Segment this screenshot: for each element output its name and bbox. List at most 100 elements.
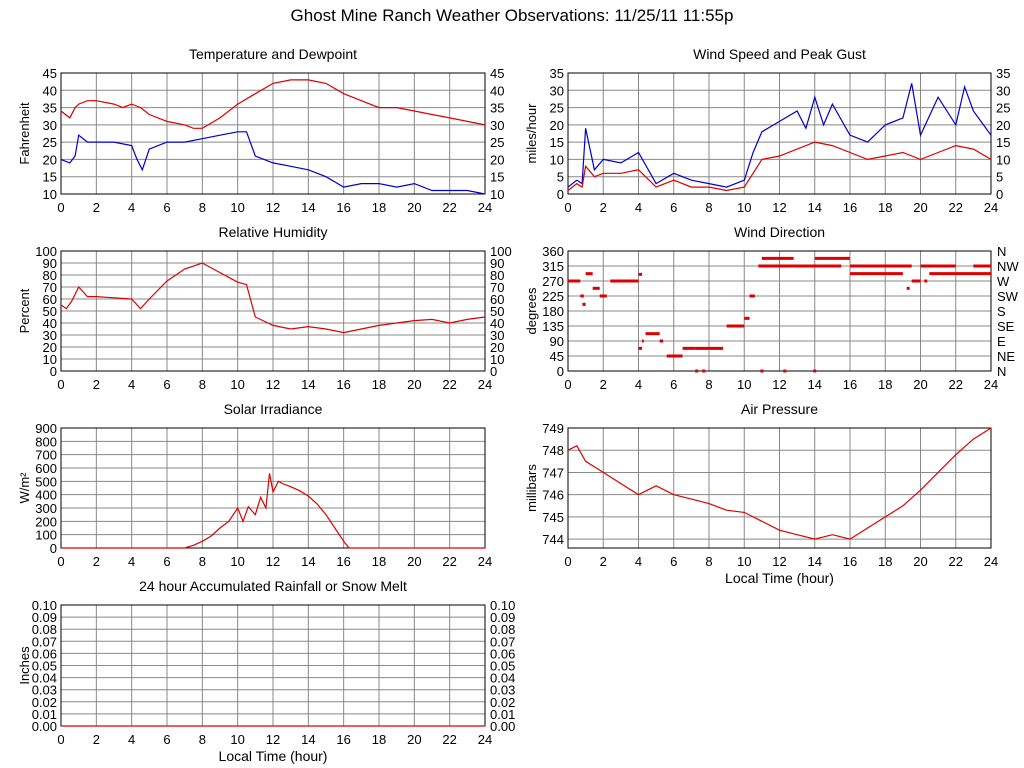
y-tick-label-right: 25 [996,101,1010,116]
y-tick-label: 15 [43,170,57,185]
chart-title: Solar Irradiance [224,401,323,417]
x-tick-label: 22 [949,554,963,569]
x-tick-label: 10 [230,732,244,747]
x-tick-label: 22 [442,200,456,215]
direction-point [783,369,787,373]
y-tick-label: 800 [35,434,57,449]
y-tick-label-right: 0.01 [490,707,515,722]
direction-point [702,369,706,373]
x-tick-label: 2 [93,554,100,569]
y-tick-label: 200 [35,514,57,529]
compass-tick-label: N [997,244,1006,259]
series-line [60,262,486,334]
y-tick-label: 500 [35,474,57,489]
x-tick-label: 10 [230,377,244,392]
y-tick-label: 0.03 [32,683,57,698]
x-tick-label: 20 [913,200,927,215]
x-tick-label: 8 [199,377,206,392]
x-tick-label: 14 [301,732,315,747]
y-tick-label-right: 10 [996,152,1010,167]
y-tick-label: 25 [43,135,57,150]
compass-tick-label: SW [997,289,1019,304]
y-tick-label-right: 20 [996,118,1010,133]
x-tick-label: 8 [199,732,206,747]
y-tick-label: 135 [542,319,564,334]
chart-title: Wind Speed and Peak Gust [693,46,866,62]
x-tick-label: 18 [372,377,386,392]
x-tick-label: 12 [266,554,280,569]
x-tick-label: 24 [984,200,998,215]
x-tick-label: 16 [336,732,350,747]
y-tick-label-right: 0.08 [490,622,515,637]
y-axis-label: Inches [17,646,32,685]
y-tick-label: 80 [43,268,57,283]
y-tick-label-right: 0 [490,364,497,379]
x-tick-label: 22 [949,200,963,215]
y-tick-label-right: 80 [490,268,504,283]
x-tick-label: 0 [57,377,64,392]
x-tick-label: 0 [564,200,571,215]
y-tick-label: 60 [43,292,57,307]
x-tick-label: 4 [128,377,135,392]
x-tick-label: 4 [635,200,642,215]
y-tick-label: 0.02 [32,695,57,710]
x-tick-label: 12 [266,732,280,747]
y-tick-label: 15 [550,135,564,150]
y-tick-label-right: 0.03 [490,683,515,698]
x-tick-label: 6 [163,377,170,392]
y-tick-label: 0.01 [32,707,57,722]
x-tick-label: 14 [301,554,315,569]
plot-frame [567,427,992,549]
x-tick-label: 10 [230,554,244,569]
x-tick-label: 6 [670,554,677,569]
x-tick-label: 16 [336,554,350,569]
y-tick-label: 0 [557,187,564,202]
direction-point [760,369,764,373]
x-tick-label: 18 [878,200,892,215]
y-tick-label: 10 [550,152,564,167]
y-axis-label: degrees [524,287,539,334]
x-tick-label: 18 [372,554,386,569]
y-axis-label: Percent [17,288,32,333]
y-tick-label: 40 [43,83,57,98]
compass-tick-label: E [997,334,1006,349]
x-tick-label: 10 [737,554,751,569]
series-line [61,473,485,549]
x-tick-label: 16 [843,377,857,392]
series-line [567,427,992,540]
y-tick-label-right: 20 [490,152,504,167]
x-tick-label: 24 [984,377,998,392]
chart-title: Air Pressure [741,401,818,417]
y-tick-label: 749 [542,421,564,436]
y-tick-label: 35 [43,101,57,116]
y-tick-label: 20 [43,340,57,355]
y-tick-label-right: 35 [490,101,504,116]
x-tick-label: 2 [93,200,100,215]
y-tick-label-right: 15 [996,135,1010,150]
x-tick-label: 10 [230,200,244,215]
y-tick-label-right: 15 [490,170,504,185]
y-tick-label: 300 [35,501,57,516]
y-axis-label: W/m² [17,472,32,504]
x-tick-label: 8 [705,554,712,569]
y-tick-label-right: 0.00 [490,719,515,734]
y-tick-label-right: 0.04 [490,671,515,686]
y-tick-label-right: 0.06 [490,646,515,661]
y-tick-label-right: 10 [490,352,504,367]
chart-title: 24 hour Accumulated Rainfall or Snow Mel… [139,578,407,594]
x-tick-label: 2 [600,200,607,215]
y-tick-label: 40 [43,316,57,331]
y-axis-label: miles/hour [524,103,539,164]
y-tick-label-right: 100 [490,244,512,259]
y-tick-label-right: 20 [490,340,504,355]
y-tick-label: 748 [542,443,564,458]
y-tick-label-right: 5 [996,170,1003,185]
x-tick-label: 6 [163,200,170,215]
x-axis-label: Local Time (hour) [219,748,328,764]
y-tick-label: 745 [542,510,564,525]
y-tick-label: 0.08 [32,622,57,637]
plot-frame [60,427,486,549]
y-tick-label: 0 [557,364,564,379]
y-tick-label: 30 [550,83,564,98]
